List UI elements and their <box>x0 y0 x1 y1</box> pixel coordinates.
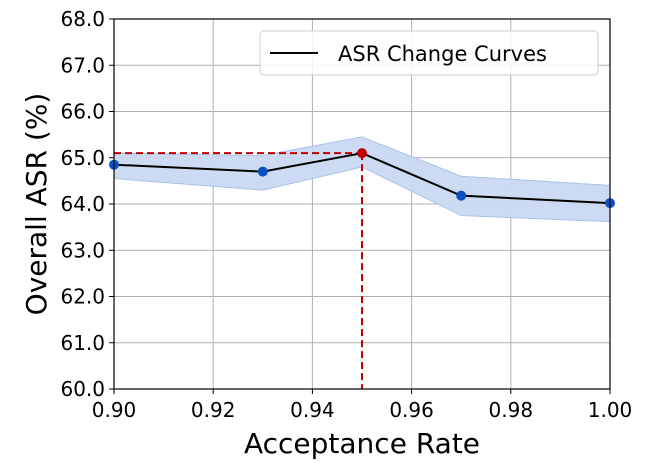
y-tick-label: 66.0 <box>60 100 105 124</box>
y-tick-label: 68.0 <box>60 7 105 31</box>
y-tick-label: 64.0 <box>60 192 105 216</box>
data-points <box>109 148 615 209</box>
data-point <box>257 166 268 177</box>
y-tick-label: 65.0 <box>60 146 105 170</box>
y-tick-label: 63.0 <box>60 238 105 262</box>
x-ticks: 0.90 0.92 0.94 0.96 0.98 1.00 <box>92 389 633 422</box>
x-tick-label: 0.90 <box>92 398 137 422</box>
legend: ASR Change Curves <box>259 30 599 76</box>
highlight-point <box>357 148 367 159</box>
legend-label: ASR Change Curves <box>338 42 547 66</box>
x-tick-label: 0.96 <box>389 398 434 422</box>
x-tick-label: 1.00 <box>588 398 633 422</box>
y-ticks: 60.0 61.0 62.0 63.0 64.0 65.0 66.0 67.0 68.0 <box>60 7 114 401</box>
y-tick-label: 61.0 <box>60 331 105 355</box>
y-tick-label: 62.0 <box>60 285 105 309</box>
y-tick-label: 60.0 <box>60 377 105 401</box>
x-axis-label: Acceptance Rate <box>244 427 480 460</box>
x-tick-label: 0.92 <box>191 398 236 422</box>
y-tick-label: 67.0 <box>60 53 105 77</box>
x-tick-label: 0.94 <box>290 398 335 422</box>
highlight-guides <box>114 152 363 389</box>
legend-box <box>259 30 599 76</box>
data-point <box>456 190 467 201</box>
y-axis-label: Overall ASR (%) <box>20 93 53 316</box>
x-tick-label: 0.98 <box>489 398 534 422</box>
